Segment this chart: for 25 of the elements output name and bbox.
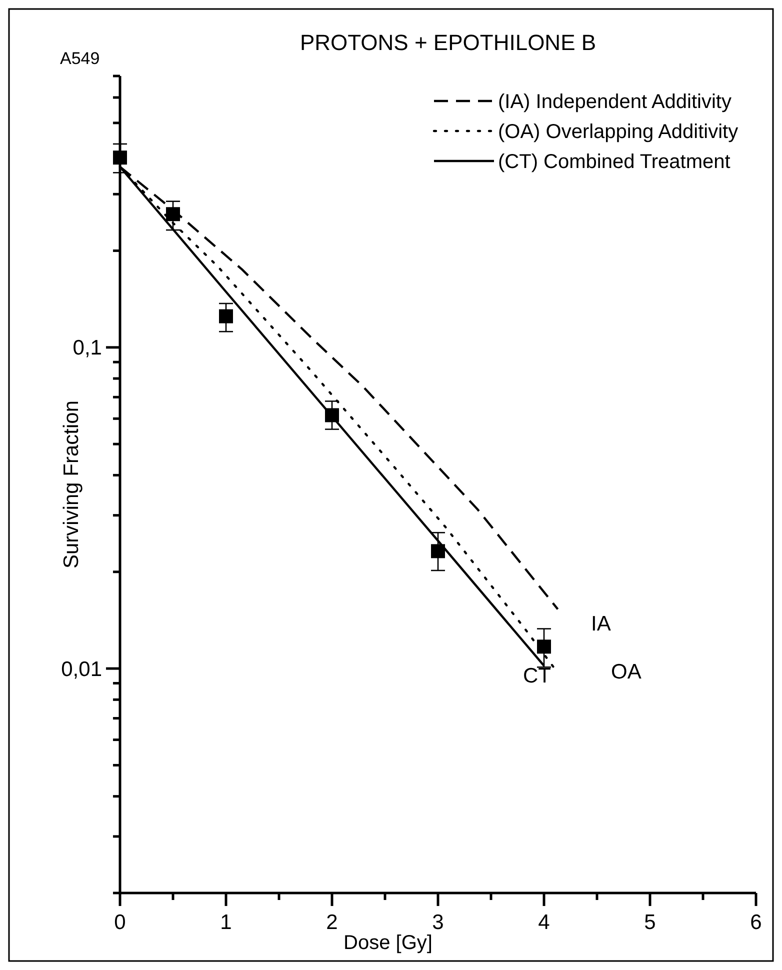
legend-label: (OA) Overlapping Additivity bbox=[498, 121, 738, 143]
x-tick-label: 6 bbox=[750, 911, 762, 934]
x-tick-label: 2 bbox=[326, 911, 338, 934]
point bbox=[113, 150, 127, 165]
point bbox=[431, 544, 445, 558]
y-tick-label: 0,01 bbox=[61, 658, 102, 681]
point bbox=[325, 408, 339, 422]
x-tick-label: 3 bbox=[432, 911, 444, 934]
annotation: CT bbox=[523, 664, 552, 688]
x-tick-label: 5 bbox=[644, 911, 656, 934]
text: A549 bbox=[60, 48, 100, 68]
legend-label: (CT) Combined Treatment bbox=[498, 151, 731, 173]
y-tick-label: 0,1 bbox=[72, 336, 102, 360]
y-axis-title: Surviving Fraction bbox=[60, 400, 83, 569]
x-tick-label: 4 bbox=[538, 911, 550, 934]
x-tick-label: 0 bbox=[114, 911, 126, 934]
annotation: IA bbox=[591, 612, 611, 636]
point bbox=[537, 640, 551, 654]
chart-title: PROTONS + EPOTHILONE B bbox=[300, 30, 596, 55]
legend-label: (IA) Independent Additivity bbox=[498, 91, 732, 113]
annotation: OA bbox=[611, 660, 642, 684]
x-axis-title: Dose [Gy] bbox=[344, 932, 432, 954]
point bbox=[219, 309, 233, 324]
point bbox=[166, 207, 180, 222]
x-tick-label: 1 bbox=[220, 911, 232, 934]
